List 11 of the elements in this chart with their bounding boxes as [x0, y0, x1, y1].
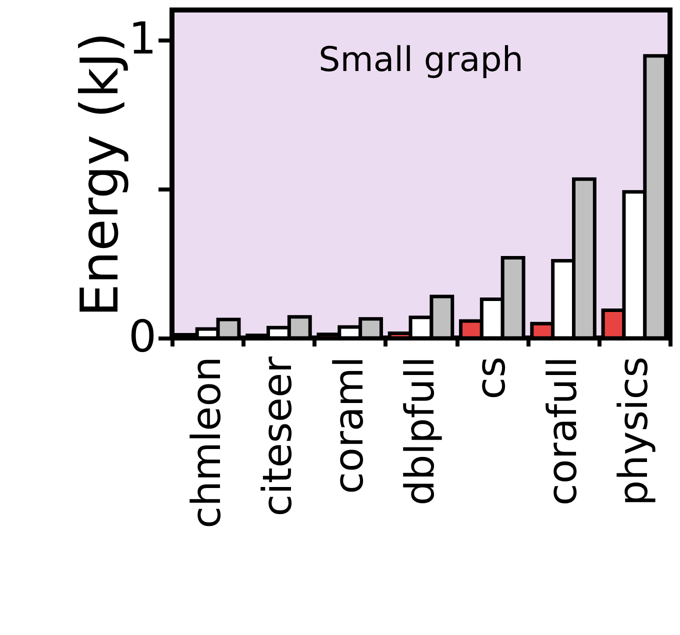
y-tick-label: 0 — [128, 312, 156, 362]
x-tick-label: dblpfull — [398, 356, 444, 506]
y-axis-title: Energy (kJ) — [70, 32, 131, 317]
x-tick-label: physics — [610, 356, 657, 506]
x-tick-label: citeseer — [255, 356, 302, 516]
x-tick-label: corafull — [540, 356, 586, 506]
x-tick-label: chmleon — [184, 356, 230, 528]
x-tick-label: cs — [468, 356, 515, 400]
y-tick-label: 1 — [128, 13, 156, 64]
text: Small graph — [318, 40, 524, 80]
x-tick-label: coraml — [326, 356, 372, 494]
